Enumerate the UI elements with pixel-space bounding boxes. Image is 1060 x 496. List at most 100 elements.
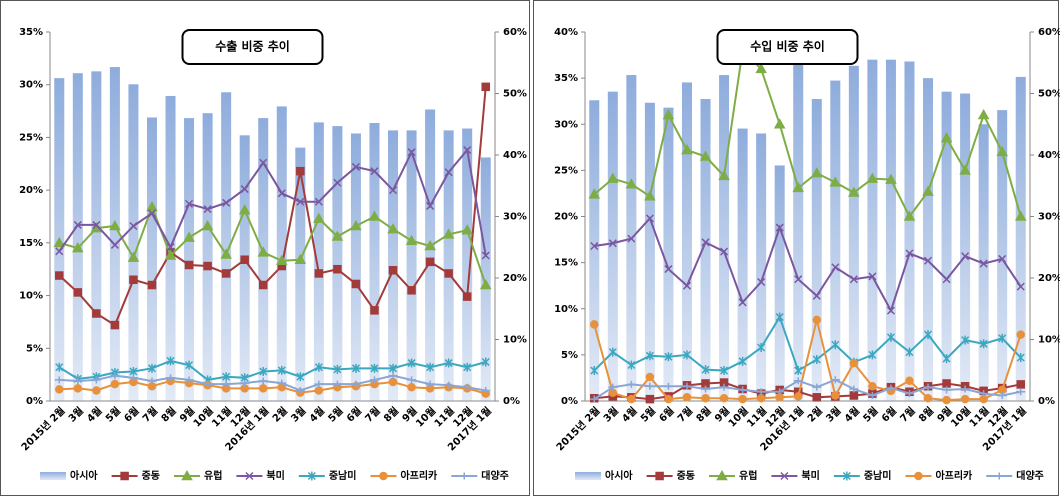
bar bbox=[276, 106, 287, 401]
legend-marker bbox=[120, 471, 129, 481]
marker bbox=[664, 265, 673, 274]
bar bbox=[258, 118, 269, 401]
marker bbox=[407, 376, 417, 384]
marker bbox=[92, 309, 101, 318]
bar bbox=[72, 73, 83, 401]
bar bbox=[663, 107, 674, 402]
marker bbox=[961, 252, 970, 261]
marker bbox=[314, 197, 323, 206]
marker bbox=[314, 386, 324, 395]
marker bbox=[738, 394, 747, 404]
y-tick-label: 30% bbox=[554, 119, 578, 130]
marker bbox=[203, 261, 212, 271]
marker bbox=[220, 248, 232, 259]
marker bbox=[388, 372, 398, 380]
marker bbox=[73, 377, 83, 385]
marker bbox=[221, 269, 231, 278]
legend-label: 중남미 bbox=[864, 469, 892, 482]
marker bbox=[718, 169, 730, 181]
legend-label: 대양주 bbox=[1016, 469, 1044, 482]
legend-label: 대양주 bbox=[481, 469, 509, 482]
marker bbox=[831, 340, 840, 350]
marker bbox=[166, 374, 176, 382]
marker bbox=[886, 332, 895, 342]
marker bbox=[794, 275, 803, 284]
marker bbox=[867, 391, 877, 399]
marker bbox=[1016, 388, 1026, 396]
marker bbox=[332, 380, 342, 388]
marker bbox=[463, 362, 472, 372]
marker bbox=[463, 146, 472, 155]
marker bbox=[682, 393, 692, 402]
bar bbox=[589, 100, 600, 401]
marker bbox=[442, 228, 455, 239]
bar bbox=[146, 117, 157, 402]
marker bbox=[370, 363, 379, 373]
series-line bbox=[58, 359, 487, 381]
marker bbox=[91, 376, 101, 384]
legend-marker bbox=[842, 471, 851, 481]
y2-tick-label: 0% bbox=[503, 396, 520, 407]
marker bbox=[203, 205, 212, 214]
legend-label: 아시아 bbox=[70, 469, 98, 482]
bar bbox=[885, 59, 896, 402]
legend-marker bbox=[655, 471, 664, 481]
marker bbox=[277, 379, 287, 387]
legend-marker bbox=[459, 472, 469, 480]
marker bbox=[942, 275, 951, 284]
marker bbox=[314, 362, 323, 372]
marker bbox=[849, 358, 859, 368]
bar bbox=[462, 128, 473, 401]
marker bbox=[370, 167, 379, 176]
marker bbox=[184, 260, 194, 270]
marker bbox=[73, 384, 83, 393]
marker bbox=[1016, 353, 1025, 363]
y2-tick-label: 40% bbox=[1038, 150, 1060, 161]
marker bbox=[72, 242, 84, 253]
marker bbox=[923, 383, 933, 391]
marker bbox=[645, 394, 655, 404]
marker bbox=[942, 395, 951, 405]
marker bbox=[960, 394, 970, 404]
marker bbox=[110, 379, 120, 389]
marker bbox=[977, 108, 990, 120]
marker bbox=[240, 255, 249, 264]
marker bbox=[425, 380, 435, 388]
marker bbox=[462, 383, 472, 391]
y-tick-label: 5% bbox=[26, 343, 43, 354]
marker bbox=[275, 254, 288, 266]
marker bbox=[868, 381, 877, 391]
marker bbox=[738, 298, 747, 307]
marker bbox=[997, 391, 1007, 399]
marker bbox=[645, 382, 655, 390]
series-line bbox=[593, 48, 1022, 219]
chart-title: 수출 비중 추이 bbox=[215, 39, 290, 54]
marker bbox=[110, 372, 120, 380]
marker bbox=[812, 383, 822, 391]
marker bbox=[185, 360, 194, 370]
marker bbox=[1016, 380, 1025, 389]
legend-label: 아프리카 bbox=[400, 469, 438, 482]
marker bbox=[351, 363, 360, 373]
marker bbox=[681, 144, 693, 155]
marker bbox=[866, 172, 879, 183]
marker bbox=[257, 246, 270, 257]
marker bbox=[682, 382, 692, 390]
marker bbox=[831, 391, 840, 400]
y-tick-label: 30% bbox=[19, 80, 43, 91]
marker bbox=[645, 351, 654, 361]
marker bbox=[701, 365, 710, 375]
marker bbox=[738, 356, 747, 366]
marker bbox=[407, 383, 416, 392]
marker bbox=[110, 320, 120, 330]
y-tick-label: 25% bbox=[554, 165, 578, 176]
marker bbox=[645, 372, 655, 382]
marker bbox=[333, 178, 342, 187]
marker bbox=[147, 209, 157, 218]
marker bbox=[699, 150, 712, 161]
marker bbox=[164, 249, 177, 260]
marker bbox=[979, 339, 988, 349]
marker bbox=[849, 385, 859, 393]
marker bbox=[53, 236, 66, 248]
marker bbox=[333, 364, 342, 374]
